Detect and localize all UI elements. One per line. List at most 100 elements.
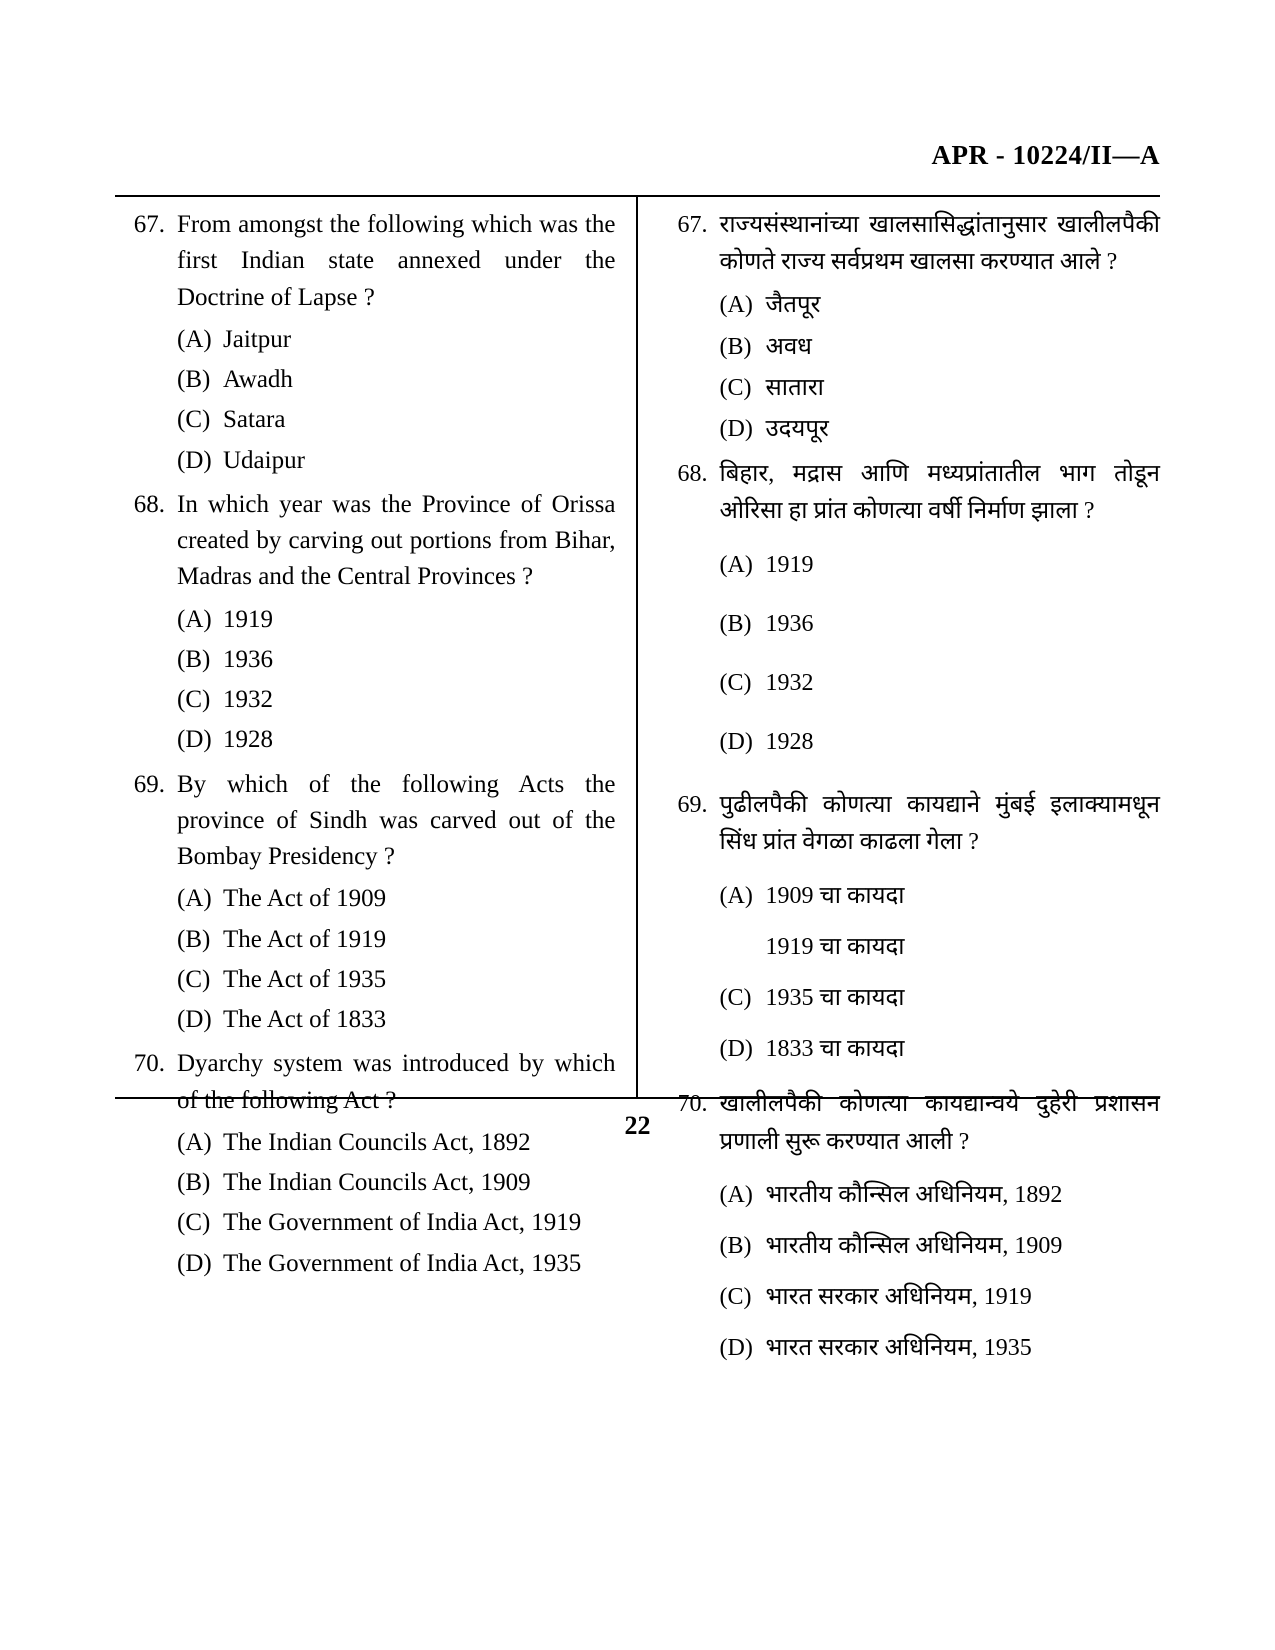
option-label: (A): [720, 878, 766, 915]
option-text: 1919: [223, 602, 616, 638]
options-list: (A)Jaitpur (B)Awadh (C)Satara (D)Udaipur: [177, 322, 616, 479]
question-69-en: 69. By which of the following Acts the p…: [115, 767, 616, 1043]
question-body: पुढीलपैकी कोणत्या कायद्याने मुंबई इलाक्य…: [720, 787, 1161, 1082]
option-text: अवध: [766, 329, 1161, 366]
option-label: (C): [720, 980, 766, 1017]
option-d: (D)उदयपूर: [720, 411, 1161, 448]
option-c: (C)Satara: [177, 402, 616, 438]
question-number: 69.: [658, 787, 720, 1082]
option-b: (B)अवध: [720, 329, 1161, 366]
option-d: (D)The Government of India Act, 1935: [177, 1246, 616, 1282]
question-68-en: 68. In which year was the Province of Or…: [115, 487, 616, 763]
option-text: The Government of India Act, 1919: [223, 1205, 616, 1241]
option-label: (D): [177, 1002, 223, 1038]
question-number: 69.: [115, 767, 177, 1043]
option-label: (A): [720, 287, 766, 324]
option-b: (B)The Indian Councils Act, 1909: [177, 1165, 616, 1201]
option-text: उदयपूर: [766, 411, 1161, 448]
option-label: (C): [177, 962, 223, 998]
options-list: (A)The Indian Councils Act, 1892 (B)The …: [177, 1125, 616, 1282]
option-text: 1936: [223, 642, 616, 678]
option-label: (D): [177, 1246, 223, 1282]
option-label: (D): [720, 1031, 766, 1068]
option-text: Satara: [223, 402, 616, 438]
option-text: The Government of India Act, 1935: [223, 1246, 616, 1282]
question-text: खालीलपैकी कोणत्या कायद्यान्वये दुहेरी प्…: [720, 1086, 1161, 1160]
option-label: (D): [720, 724, 766, 761]
option-label: (D): [720, 411, 766, 448]
question-68-mr: 68. बिहार, मद्रास आणि मध्यप्रांतातील भाग…: [658, 456, 1161, 783]
option-label: (B): [177, 922, 223, 958]
option-text: 1833 चा कायदा: [766, 1031, 1161, 1068]
question-69-mr: 69. पुढीलपैकी कोणत्या कायद्याने मुंबई इल…: [658, 787, 1161, 1082]
option-label: (B): [720, 329, 766, 366]
question-number: 67.: [115, 207, 177, 483]
question-70-mr: 70. खालीलपैकी कोणत्या कायद्यान्वये दुहेर…: [658, 1086, 1161, 1381]
options-list: (A)1919 (B)1936 (C)1932 (D)1928: [720, 547, 1161, 762]
option-a: (A)The Act of 1909: [177, 881, 616, 917]
question-text: राज्यसंस्थानांच्या खालसासिद्धांतानुसार ख…: [720, 207, 1161, 281]
option-text: The Act of 1909: [223, 881, 616, 917]
option-a: (A)भारतीय कौन्सिल अधिनियम, 1892: [720, 1177, 1161, 1214]
option-d: (D)The Act of 1833: [177, 1002, 616, 1038]
option-label: (C): [720, 370, 766, 407]
question-text: By which of the following Acts the provi…: [177, 767, 616, 876]
question-number: 70.: [658, 1086, 720, 1381]
option-label: (C): [177, 1205, 223, 1241]
option-text: 1919: [766, 547, 1161, 584]
question-number: 67.: [658, 207, 720, 452]
option-text: The Act of 1919: [223, 922, 616, 958]
options-list: (A)1909 चा कायदा 1919 चा कायदा (C)1935 च…: [720, 878, 1161, 1069]
option-text: Awadh: [223, 362, 616, 398]
option-text: Jaitpur: [223, 322, 616, 358]
option-text: भारतीय कौन्सिल अधिनियम, 1909: [766, 1228, 1161, 1265]
options-list: (A)1919 (B)1936 (C)1932 (D)1928: [177, 602, 616, 759]
column-english: 67. From amongst the following which was…: [115, 197, 638, 1097]
option-text: 1936: [766, 606, 1161, 643]
option-label: (D): [720, 1330, 766, 1367]
option-label: (B): [177, 362, 223, 398]
column-marathi: 67. राज्यसंस्थानांच्या खालसासिद्धांतानुस…: [638, 197, 1161, 1097]
option-text: सातारा: [766, 370, 1161, 407]
option-text: The Act of 1833: [223, 1002, 616, 1038]
paper-code-header: APR - 10224/II—A: [932, 140, 1161, 171]
option-label: (A): [177, 881, 223, 917]
option-label: [720, 929, 766, 966]
option-text: The Indian Councils Act, 1892: [223, 1125, 616, 1161]
option-label: (B): [177, 642, 223, 678]
option-c: (C)1932: [720, 665, 1161, 702]
question-text: From amongst the following which was the…: [177, 207, 616, 316]
option-text: भारत सरकार अधिनियम, 1919: [766, 1279, 1161, 1316]
question-text: Dyarchy system was introduced by which o…: [177, 1046, 616, 1119]
question-70-en: 70. Dyarchy system was introduced by whi…: [115, 1046, 616, 1286]
question-text: पुढीलपैकी कोणत्या कायद्याने मुंबई इलाक्य…: [720, 787, 1161, 861]
question-67-en: 67. From amongst the following which was…: [115, 207, 616, 483]
option-label: (C): [720, 1279, 766, 1316]
option-text: 1932: [223, 682, 616, 718]
question-number: 70.: [115, 1046, 177, 1286]
option-text: The Act of 1935: [223, 962, 616, 998]
option-d: (D)1928: [720, 724, 1161, 761]
option-label: (A): [177, 1125, 223, 1161]
options-list: (A)The Act of 1909 (B)The Act of 1919 (C…: [177, 881, 616, 1038]
option-a: (A)जैतपूर: [720, 287, 1161, 324]
question-text: बिहार, मद्रास आणि मध्यप्रांतातील भाग तोड…: [720, 456, 1161, 530]
option-text: 1928: [223, 722, 616, 758]
question-number: 68.: [115, 487, 177, 763]
options-list: (A)भारतीय कौन्सिल अधिनियम, 1892 (B)भारती…: [720, 1177, 1161, 1368]
option-text: The Indian Councils Act, 1909: [223, 1165, 616, 1201]
options-list: (A)जैतपूर (B)अवध (C)सातारा (D)उदयपूर: [720, 287, 1161, 448]
question-text: In which year was the Province of Orissa…: [177, 487, 616, 596]
option-text: 1932: [766, 665, 1161, 702]
option-d: (D)1833 चा कायदा: [720, 1031, 1161, 1068]
option-b: (B)भारतीय कौन्सिल अधिनियम, 1909: [720, 1228, 1161, 1265]
option-b: (B)Awadh: [177, 362, 616, 398]
question-67-mr: 67. राज्यसंस्थानांच्या खालसासिद्धांतानुस…: [658, 207, 1161, 452]
question-body: राज्यसंस्थानांच्या खालसासिद्धांतानुसार ख…: [720, 207, 1161, 452]
option-label: (D): [177, 722, 223, 758]
option-text: 1928: [766, 724, 1161, 761]
option-b: (B)1936: [720, 606, 1161, 643]
option-text: Udaipur: [223, 443, 616, 479]
option-label: (A): [177, 602, 223, 638]
option-text: भारत सरकार अधिनियम, 1935: [766, 1330, 1161, 1367]
